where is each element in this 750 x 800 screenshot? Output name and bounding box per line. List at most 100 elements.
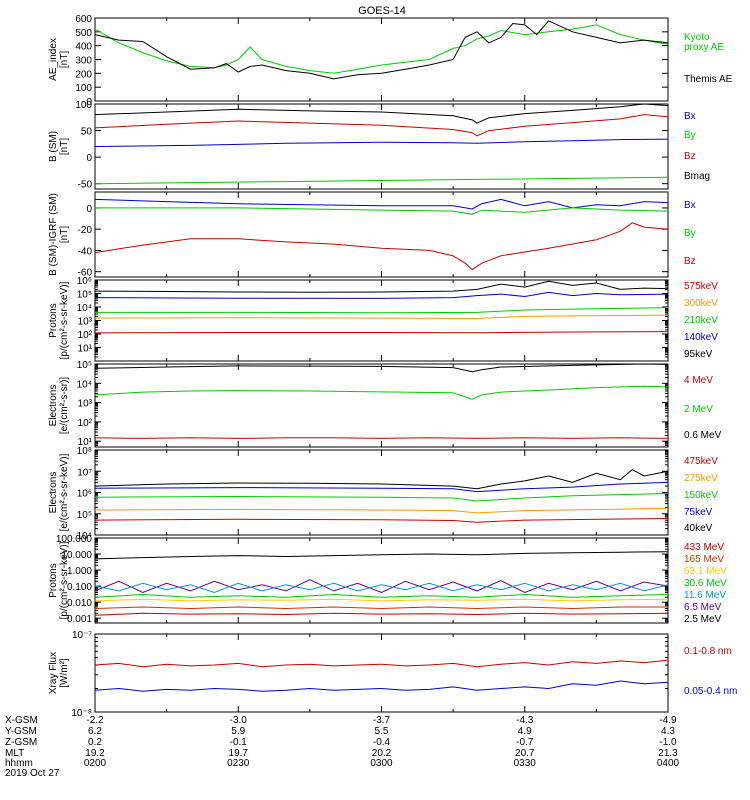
- y-axis-label-line: [p/(cm²-s-sr-keV)]: [59, 281, 70, 359]
- y-axis-label-line: [e/(cm²-s-sr)]: [59, 377, 70, 434]
- x-row-value: 0400: [657, 758, 680, 769]
- panel-frame: [94, 633, 669, 713]
- x-row-value: 6.2: [88, 726, 102, 737]
- legend-entry: 6.5 MeV: [684, 602, 722, 613]
- y-axis-label-line: Protons: [48, 303, 59, 337]
- x-row-value: -3.7: [373, 715, 391, 726]
- y-tick-label: -40: [78, 246, 93, 257]
- panel-protons_mev: 0.0010.0100.1001.00010.000100.000Protons…: [48, 534, 727, 625]
- y-tick-label: 10⁴: [77, 379, 92, 390]
- legend-entry: 75keV: [684, 507, 713, 518]
- legend-entry: 95keV: [684, 349, 713, 360]
- y-tick-label: 100.000: [56, 534, 93, 545]
- x-row-value: 0300: [370, 758, 393, 769]
- y-axis-label: B (SM)[nT]: [48, 131, 70, 162]
- series-line: [94, 579, 669, 594]
- x-row-label: X-GSM: [5, 715, 38, 726]
- x-row-value: -4.9: [659, 715, 677, 726]
- panel-frame: [94, 363, 669, 448]
- y-tick-label: 400: [75, 42, 92, 53]
- y-tick-label: 10⁶: [77, 489, 92, 500]
- legend-entry: 165 MeV: [684, 554, 724, 565]
- y-tick-label: 1.000: [67, 566, 92, 577]
- y-tick-label: -20: [78, 225, 93, 236]
- x-row-value: 0230: [227, 758, 250, 769]
- legend-entry: Bz: [684, 151, 696, 162]
- y-tick-label: 0: [86, 204, 92, 215]
- y-axis-label: Electrons[e/(cm²-s-sr-keV)]: [48, 453, 70, 531]
- y-axis-label-line: Electrons: [48, 472, 59, 514]
- y-tick-label: -50: [78, 180, 93, 191]
- y-axis-label-line: AE_index: [48, 38, 59, 81]
- legend-entry: 63.1 MeV: [684, 566, 727, 577]
- y-axis-label: AE_index[nT]: [48, 38, 70, 81]
- series-line: [94, 598, 669, 602]
- y-axis-label: Protons[p/(cm²-s-sr-keV)]: [48, 541, 70, 619]
- y-axis-label-line: [p/(cm²-s-sr-keV)]: [59, 541, 70, 619]
- series-line: [95, 307, 669, 314]
- y-tick-label: 100: [75, 83, 92, 94]
- y-tick-label: 10⁵: [77, 290, 92, 301]
- x-row-value: 19.2: [85, 748, 105, 759]
- legend-entry: 30.6 MeV: [684, 578, 727, 589]
- y-tick-label: 200: [75, 69, 92, 80]
- x-row-label: Y-GSM: [5, 726, 37, 737]
- legend-entry: Bx: [684, 111, 696, 122]
- y-axis-label: Electrons[e/(cm²-s-sr)]: [48, 377, 70, 434]
- legend-entry: 11.6 MeV: [684, 590, 726, 601]
- legend-entry: Bz: [684, 256, 696, 267]
- series-line: [94, 222, 669, 271]
- x-row-value: 0.2: [88, 737, 102, 748]
- y-axis-label-line: [nT]: [59, 51, 70, 68]
- x-row-value: 21.3: [658, 748, 678, 759]
- series-line: [94, 659, 669, 668]
- legend-entry: 210keV: [684, 315, 718, 326]
- series-line: [94, 612, 669, 616]
- series-line: [94, 593, 669, 598]
- x-row-value: -4.3: [516, 715, 534, 726]
- panel-electrons_mev: 10¹ 10² 10³ 10⁴ 10⁵ Electrons[e/(cm²-s-sr)] 4 …: [48, 360, 722, 448]
- legend-entry: proxy AE: [684, 42, 724, 53]
- panel-frame: [94, 449, 669, 536]
- y-axis-label-line: [nT]: [59, 226, 70, 243]
- legend-entry: 140keV: [684, 332, 718, 343]
- series-line: [94, 291, 669, 299]
- y-axis-label-line: B (SM)-IGRF (SM): [48, 193, 59, 276]
- y-tick-label: 0.001: [67, 614, 92, 625]
- y-axis-label-line: Xray Flux: [48, 652, 59, 694]
- panel-electrons_kev: 10⁴ 10⁵ 10⁶ 10⁷ 10⁸ Electrons[e/(cm²-s-sr-keV…: [48, 446, 718, 542]
- series-line: [94, 551, 669, 560]
- legend-entry: By: [684, 228, 696, 239]
- legend-entry: 300keV: [684, 298, 718, 309]
- y-axis-label: Protons[p/(cm²-s-sr-keV)]: [48, 281, 70, 359]
- x-row-value: -0.1: [230, 737, 248, 748]
- panel-ae: 0100200300400500600AE_index[nT]Kyotoprox…: [48, 14, 733, 108]
- y-tick-label: 10⁻⁷: [72, 630, 92, 641]
- x-row-label: Z-GSM: [5, 737, 37, 748]
- chart-title: GOES-14: [358, 5, 406, 17]
- y-tick-label: 10⁶: [77, 276, 92, 287]
- y-axis-label: B (SM)-IGRF (SM)[nT]: [48, 193, 70, 276]
- legend-entry: 433 MeV: [684, 542, 724, 553]
- series-line: [94, 114, 669, 137]
- x-row-value: -0.7: [516, 737, 534, 748]
- y-tick-label: 600: [75, 14, 92, 25]
- y-axis-label: Xray Flux[W/m²]: [48, 652, 70, 694]
- y-tick-label: 10¹: [78, 437, 93, 448]
- x-row-value: 0330: [514, 758, 537, 769]
- y-tick-label: 10³: [78, 317, 93, 328]
- y-tick-label: 10²: [78, 418, 93, 429]
- y-axis-label-line: B (SM): [48, 131, 59, 162]
- series-line: [94, 314, 669, 320]
- panel-frame: [94, 17, 669, 102]
- x-row-value: -2.2: [86, 715, 104, 726]
- series-line: [94, 138, 669, 147]
- y-axis-label-line: [nT]: [59, 138, 70, 155]
- series-line: [94, 280, 669, 293]
- x-axis-table: X-GSM -2.2 -3.0 -3.7 -4.3 -4.9 Y-GSM 6.2 5.9 5.5 4…: [5, 715, 680, 779]
- legend-entry: Kyoto: [684, 32, 710, 43]
- legend-entry: 575keV: [684, 281, 718, 292]
- series-line: [94, 680, 669, 692]
- y-tick-label: 10⁻⁸: [71, 708, 92, 719]
